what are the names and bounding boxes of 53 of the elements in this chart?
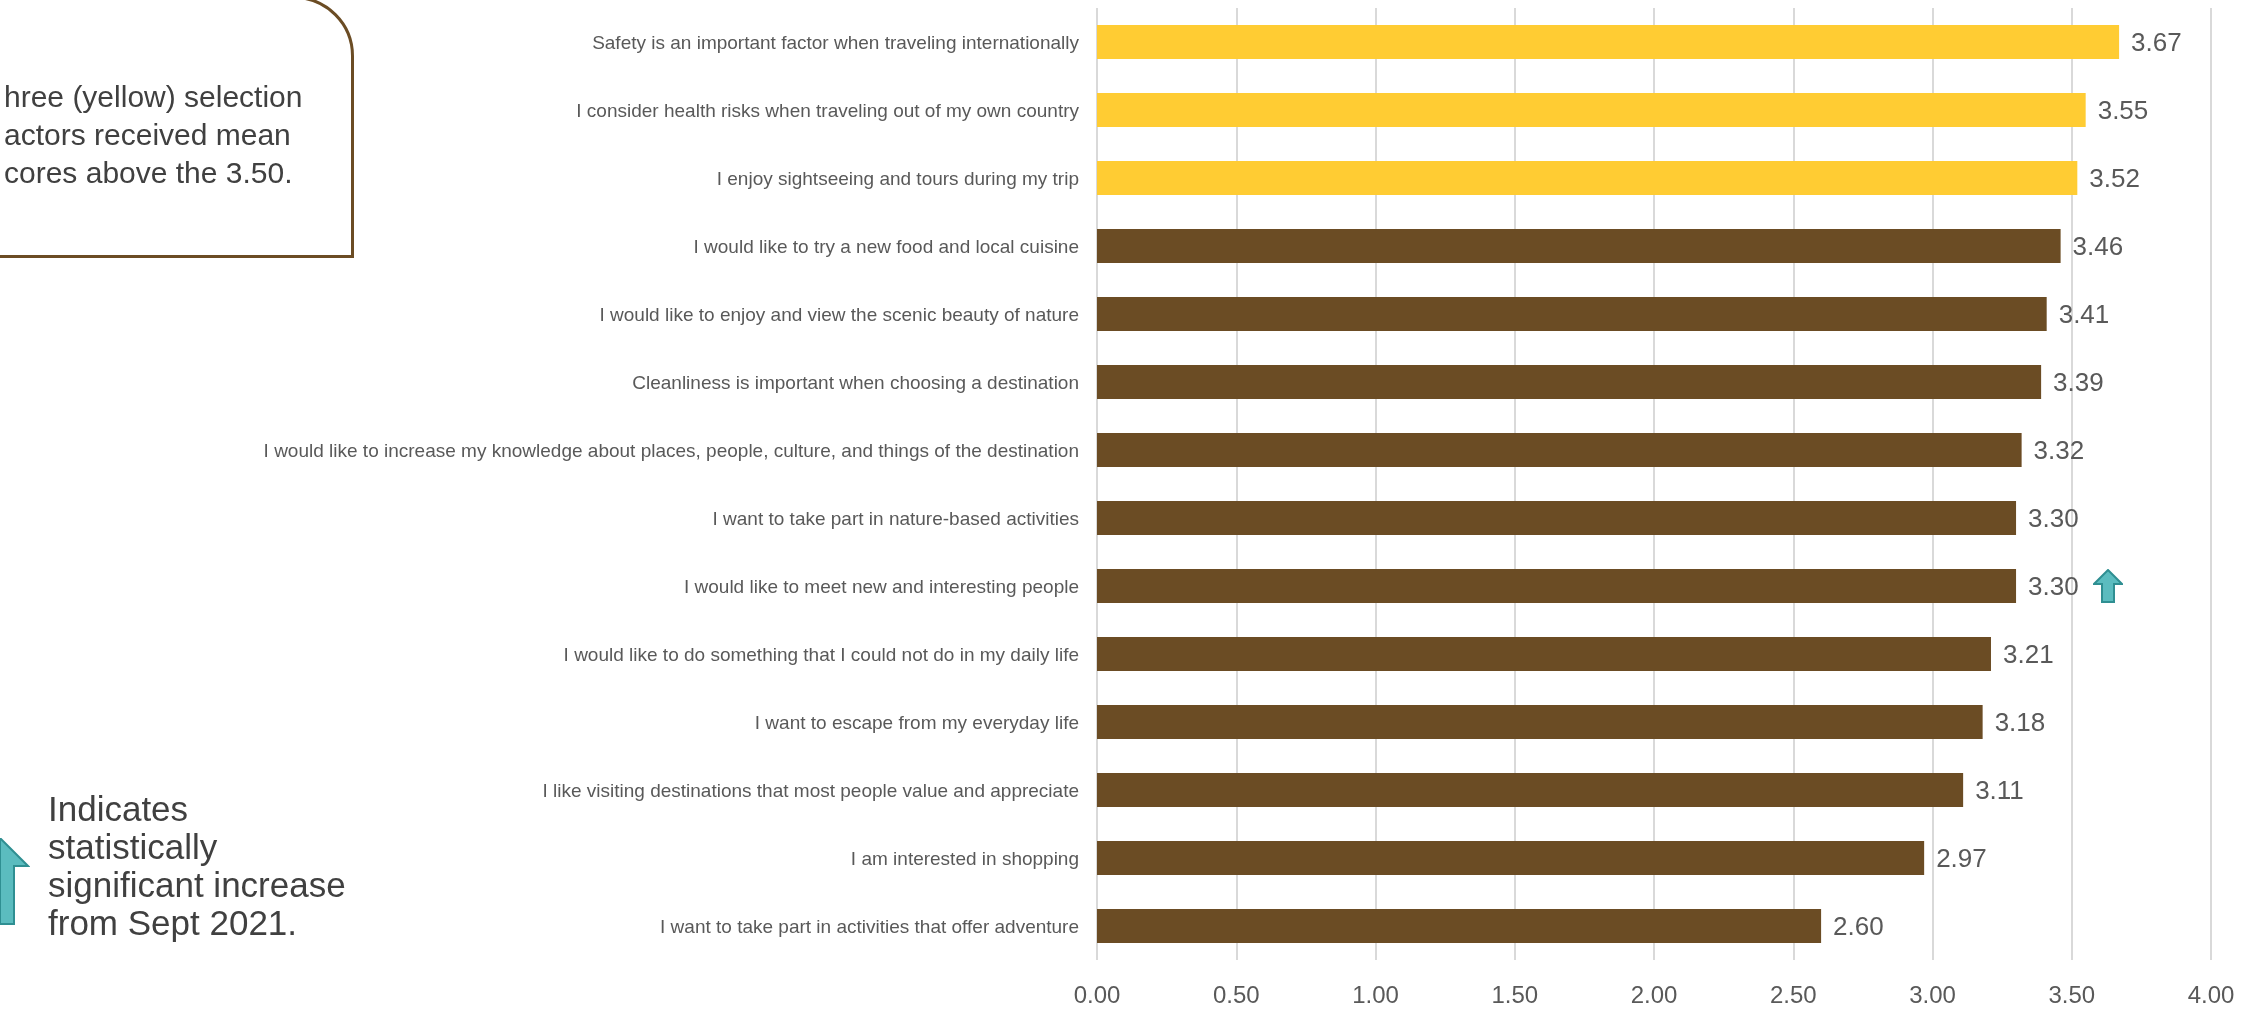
- y-tick-label: I want to escape from my everyday life: [754, 711, 1079, 733]
- x-tick-label: 0.50: [1212, 980, 1260, 1008]
- y-tick-label: I would like to do something that I could not do in my daily life: [563, 643, 1079, 665]
- data-label: 3.18: [1994, 707, 2046, 737]
- y-tick-label: I want to take part in nature-based activities: [712, 507, 1079, 529]
- bar: [1097, 229, 2061, 263]
- bar: [1097, 25, 2120, 59]
- data-label: 3.41: [2058, 299, 2110, 329]
- data-label: 3.67: [2131, 27, 2182, 57]
- data-label: 3.30: [2028, 571, 2079, 601]
- y-tick-label: Safety is an important factor when traveling internationally: [592, 31, 1080, 53]
- bar: [1097, 773, 1964, 807]
- bar: [1097, 705, 1983, 739]
- data-label: 3.46: [2072, 231, 2124, 261]
- y-tick-label: I would like to try a new food and local cuisine: [693, 235, 1079, 257]
- x-tick-label: 1.00: [1352, 980, 1399, 1008]
- data-label: 2.97: [1936, 843, 1987, 873]
- text: hree (yellow) selection actors received mean cores above the 3.50.: [4, 79, 303, 191]
- y-tick-label: I would like to increase my knowledge about places, people, culture, and things of the destination: [263, 439, 1079, 461]
- text: Indicates statistically significant increase from Sept 2021.: [48, 789, 346, 942]
- bar: [1097, 909, 1822, 943]
- bar: [1097, 93, 2086, 127]
- bar: [1097, 569, 2017, 603]
- y-tick-label: I would like to enjoy and view the scenic beauty of nature: [599, 303, 1079, 325]
- bar: [1097, 501, 2017, 535]
- data-label: 3.39: [2053, 367, 2104, 397]
- x-tick-label: 1.50: [1491, 980, 1539, 1008]
- data-label: 3.55: [2097, 95, 2149, 125]
- bar: [1097, 841, 1925, 875]
- x-tick-label: 2.00: [1630, 980, 1678, 1008]
- x-tick-label: 3.50: [2048, 980, 2096, 1008]
- data-label: 2.60: [1833, 911, 1884, 941]
- y-tick-label: Cleanliness is important when choosing a destination: [632, 371, 1079, 393]
- y-tick-label: I want to take part in activities that offer adventure: [660, 915, 1079, 937]
- y-tick-label: I would like to meet new and interesting people: [683, 575, 1079, 597]
- y-tick-label: I like visiting destinations that most people value and appreciate: [542, 779, 1079, 801]
- x-tick-label: 0.00: [1073, 980, 1121, 1008]
- y-tick-label: I enjoy sightseeing and tours during my trip: [716, 167, 1079, 189]
- bar: [1097, 637, 1991, 671]
- x-tick-label: 3.00: [1909, 980, 1956, 1008]
- y-tick-label: I consider health risks when traveling out of my own country: [576, 99, 1080, 121]
- bar: [1097, 433, 2022, 467]
- data-label: 3.52: [2089, 163, 2140, 193]
- bar: [1097, 161, 2078, 195]
- data-label: 3.30: [2028, 503, 2079, 533]
- data-label: 3.21: [2002, 639, 2054, 669]
- data-label: 3.11: [1975, 775, 2024, 805]
- bar: [1097, 297, 2047, 331]
- bar: [1097, 365, 2042, 399]
- x-tick-label: 4.00: [2187, 980, 2235, 1008]
- y-tick-label: I am interested in shopping: [850, 847, 1079, 869]
- data-label: 3.32: [2033, 435, 2085, 465]
- x-tick-label: 2.50: [1769, 980, 1817, 1008]
